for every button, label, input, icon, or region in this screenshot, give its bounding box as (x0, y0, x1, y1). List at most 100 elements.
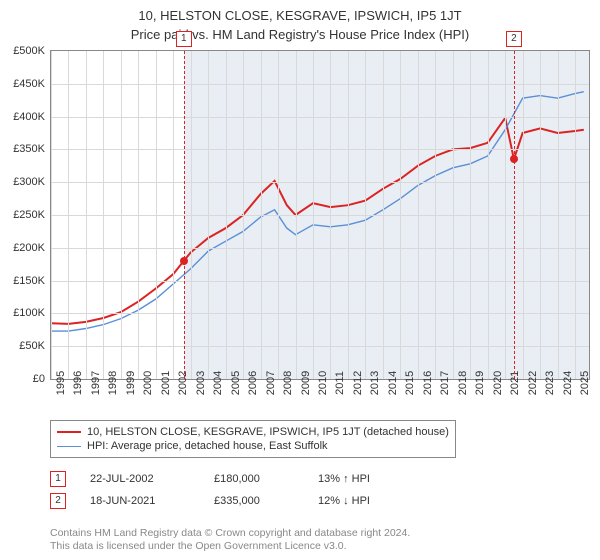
gridline-v (575, 51, 576, 379)
y-axis-label: £250K (0, 209, 45, 221)
y-axis-label: £150K (0, 275, 45, 287)
event-price: £335,000 (214, 495, 294, 507)
x-axis-label: 2016 (418, 371, 434, 395)
x-axis-label: 2020 (488, 371, 504, 395)
x-axis-label: 1999 (121, 371, 137, 395)
x-axis-label: 2002 (173, 371, 189, 395)
gridline-h (51, 313, 589, 314)
gridline-v (173, 51, 174, 379)
gridline-v (226, 51, 227, 379)
gridline-h (51, 84, 589, 85)
gridline-v (261, 51, 262, 379)
legend-label: HPI: Average price, detached house, East… (87, 440, 328, 452)
x-axis-label: 2012 (348, 371, 364, 395)
gridline-v (51, 51, 52, 379)
y-axis-label: £50K (0, 340, 45, 352)
event-price: £180,000 (214, 473, 294, 485)
y-axis-label: £500K (0, 45, 45, 57)
series-line (51, 92, 584, 331)
gridline-v (208, 51, 209, 379)
x-axis-label: 1997 (86, 371, 102, 395)
x-axis-label: 2017 (435, 371, 451, 395)
footnote: Contains HM Land Registry data © Crown c… (50, 527, 410, 554)
event-diff: 12% ↓ HPI (318, 495, 370, 507)
x-axis-label: 1996 (68, 371, 84, 395)
gridline-v (435, 51, 436, 379)
legend-row: HPI: Average price, detached house, East… (57, 439, 449, 453)
x-axis-label: 2000 (138, 371, 154, 395)
x-axis-label: 2022 (523, 371, 539, 395)
y-axis-label: £300K (0, 176, 45, 188)
x-axis-label: 2015 (400, 371, 416, 395)
gridline-v (453, 51, 454, 379)
x-axis-label: 2010 (313, 371, 329, 395)
plot-area: £0£50K£100K£150K£200K£250K£300K£350K£400… (50, 50, 590, 380)
gridline-v (470, 51, 471, 379)
y-axis-label: £350K (0, 143, 45, 155)
x-axis-label: 2008 (278, 371, 294, 395)
gridline-h (51, 182, 589, 183)
x-axis-label: 2019 (470, 371, 486, 395)
gridline-v (86, 51, 87, 379)
gridline-v (103, 51, 104, 379)
gridline-h (51, 117, 589, 118)
x-axis-label: 2023 (540, 371, 556, 395)
gridline-v (121, 51, 122, 379)
event-row-id-box: 2 (50, 493, 66, 509)
x-axis-label: 2001 (156, 371, 172, 395)
event-marker-dot (180, 257, 188, 265)
event-row: 1 22-JUL-2002 £180,000 13% ↑ HPI (50, 468, 370, 490)
legend-label: 10, HELSTON CLOSE, KESGRAVE, IPSWICH, IP… (87, 426, 449, 438)
event-line (184, 51, 185, 379)
gridline-v (296, 51, 297, 379)
gridline-h (51, 281, 589, 282)
event-marker-box: 1 (176, 31, 192, 47)
gridline-v (313, 51, 314, 379)
gridline-h (51, 149, 589, 150)
x-axis-label: 2025 (575, 371, 591, 395)
x-axis-label: 2018 (453, 371, 469, 395)
footnote-line2: This data is licensed under the Open Gov… (50, 540, 410, 554)
x-axis-label: 2024 (558, 371, 574, 395)
events-table: 122-JUL-2002£180,00013% ↑ HPI218-JUN-202… (50, 468, 370, 512)
gridline-v (191, 51, 192, 379)
gridline-v (138, 51, 139, 379)
x-axis-label: 1998 (103, 371, 119, 395)
gridline-v (540, 51, 541, 379)
event-row-id-box: 1 (50, 471, 66, 487)
y-axis-label: £400K (0, 111, 45, 123)
gridline-v (156, 51, 157, 379)
x-axis-label: 2013 (365, 371, 381, 395)
event-marker-dot (510, 155, 518, 163)
x-axis-label: 1995 (51, 371, 67, 395)
gridline-v (68, 51, 69, 379)
x-axis-label: 2005 (226, 371, 242, 395)
gridline-v (505, 51, 506, 379)
x-axis-label: 2009 (296, 371, 312, 395)
chart-title-address: 10, HELSTON CLOSE, KESGRAVE, IPSWICH, IP… (0, 6, 600, 25)
y-axis-label: £100K (0, 307, 45, 319)
gridline-h (51, 215, 589, 216)
gridline-v (558, 51, 559, 379)
gridline-v (348, 51, 349, 379)
gridline-v (488, 51, 489, 379)
gridline-h (51, 346, 589, 347)
gridline-v (418, 51, 419, 379)
footnote-line1: Contains HM Land Registry data © Crown c… (50, 527, 410, 541)
x-axis-label: 2007 (261, 371, 277, 395)
y-axis-label: £450K (0, 78, 45, 90)
x-axis-label: 2006 (243, 371, 259, 395)
event-date: 22-JUL-2002 (90, 473, 190, 485)
event-line (514, 51, 515, 379)
event-marker-box: 2 (506, 31, 522, 47)
x-axis-label: 2011 (330, 371, 346, 395)
gridline-h (51, 248, 589, 249)
event-row: 218-JUN-2021£335,00012% ↓ HPI (50, 490, 370, 512)
legend-swatch (57, 431, 81, 433)
chart-container: { "title_line1": "10, HELSTON CLOSE, KES… (0, 0, 600, 560)
gridline-v (383, 51, 384, 379)
y-axis-label: £200K (0, 242, 45, 254)
gridline-v (523, 51, 524, 379)
gridline-v (278, 51, 279, 379)
event-diff: 13% ↑ HPI (318, 473, 370, 485)
